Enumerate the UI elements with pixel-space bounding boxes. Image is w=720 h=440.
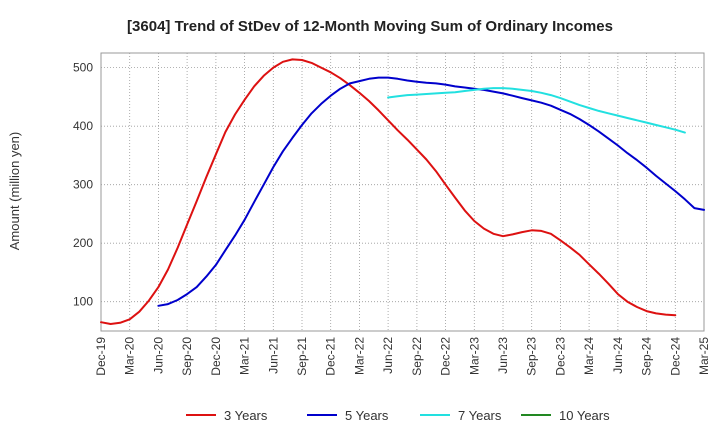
x-tick-label: Mar-23 (467, 337, 481, 375)
y-tick-label: 400 (73, 119, 93, 133)
x-tick-label: Sep-24 (640, 337, 654, 376)
x-tick-label: Mar-21 (238, 337, 252, 375)
x-tick-label: Dec-21 (324, 337, 338, 376)
series-line-7-years (387, 87, 686, 134)
y-tick-label: 200 (73, 236, 93, 250)
x-tick-label: Sep-21 (295, 337, 309, 376)
chart-title: [3604] Trend of StDev of 12-Month Moving… (127, 18, 613, 35)
legend-label: 5 Years (345, 408, 389, 423)
y-axis-label: Amount (million yen) (7, 132, 22, 251)
x-ticks: Dec-19 Mar-20 Jun-20 Sep-20 Dec-20 Mar-21 Jun-… (94, 337, 711, 376)
x-tick-label: Dec-20 (209, 337, 223, 376)
x-tick-label: Jun-22 (381, 337, 395, 374)
x-tick-label: Mar-24 (582, 337, 596, 375)
plot-area (100, 52, 705, 332)
x-tick-label: Dec-22 (439, 337, 453, 376)
x-tick-label: Sep-23 (525, 337, 539, 376)
y-tick-label: 500 (73, 61, 93, 75)
x-tick-label: Dec-23 (553, 337, 567, 376)
legend-label: 7 Years (458, 408, 502, 423)
legend-label: 3 Years (224, 408, 268, 423)
x-tick-label: Mar-20 (123, 337, 137, 375)
x-tick-label: Sep-20 (180, 337, 194, 376)
x-tick-label: Dec-19 (94, 337, 108, 376)
x-tick-label: Jun-23 (496, 337, 510, 374)
y-tick-label: 300 (73, 178, 93, 192)
y-tick-label: 100 (73, 295, 93, 309)
x-tick-label: Mar-22 (352, 337, 366, 375)
x-tick-label: Jun-20 (151, 337, 165, 374)
x-tick-label: Jun-24 (611, 337, 625, 374)
y-ticks: 100 200 300 400 500 (73, 61, 93, 309)
grid (101, 53, 704, 331)
series-line-3-years (100, 58, 677, 325)
x-tick-label: Sep-22 (410, 337, 424, 376)
x-tick-label: Mar-25 (697, 337, 711, 375)
series-lines (100, 58, 705, 325)
legend-label: 10 Years (559, 408, 610, 423)
legend: 3 Years 5 Years 7 Years 10 Years (186, 408, 610, 423)
x-tick-label: Dec-24 (668, 337, 682, 376)
x-tick-label: Jun-21 (266, 337, 280, 374)
series-line-5-years (157, 76, 705, 307)
